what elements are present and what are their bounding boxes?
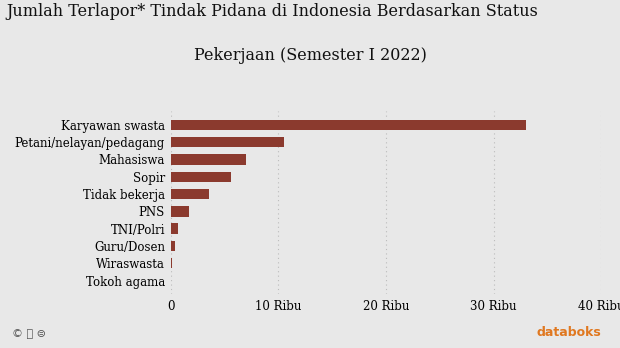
Bar (170, 172, 231, 182)
Bar (170, 241, 175, 251)
Text: databoks: databoks (537, 326, 601, 339)
Text: © ⓒ ⊜: © ⓒ ⊜ (12, 329, 46, 339)
Bar (170, 258, 172, 268)
Bar (170, 223, 178, 234)
Bar (170, 154, 246, 165)
Bar (170, 206, 189, 216)
Bar (170, 137, 283, 147)
Text: Jumlah Terlapor* Tindak Pidana di Indonesia Berdasarkan Status: Jumlah Terlapor* Tindak Pidana di Indone… (6, 3, 538, 21)
Bar (170, 189, 210, 199)
Bar (170, 120, 526, 130)
Bar (170, 275, 171, 286)
Text: Pekerjaan (Semester I 2022): Pekerjaan (Semester I 2022) (193, 47, 427, 64)
